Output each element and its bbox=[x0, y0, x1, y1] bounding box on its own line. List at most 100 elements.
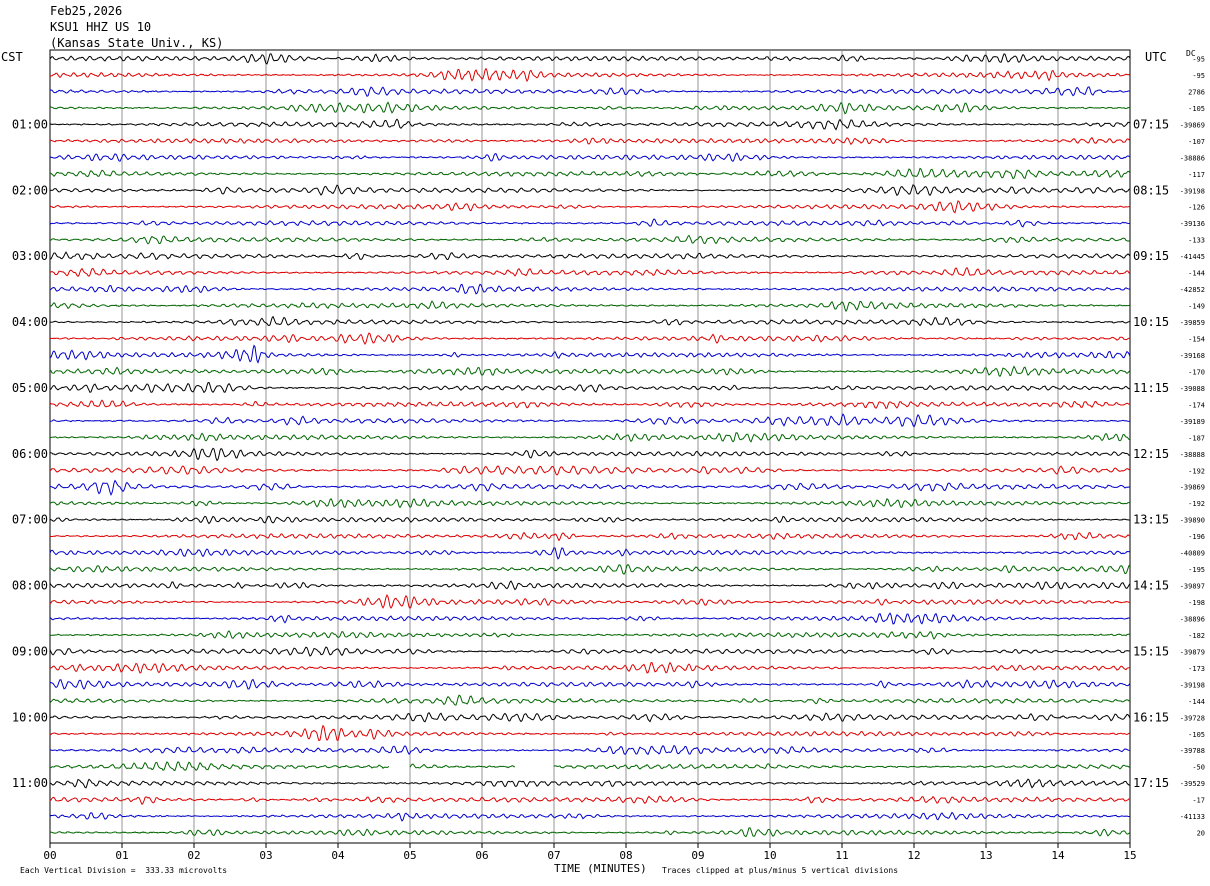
dc-offset-label: -39879 bbox=[1180, 648, 1205, 656]
grid bbox=[49, 49, 1131, 848]
dc-offset-label: -195 bbox=[1188, 566, 1205, 574]
dc-offset-label: -38896 bbox=[1180, 615, 1205, 623]
trace-row bbox=[49, 399, 1131, 409]
left-timezone-label: CST bbox=[1, 50, 23, 64]
left-hour-label: 07:00 bbox=[12, 513, 48, 527]
dc-offset-label: -144 bbox=[1188, 270, 1205, 278]
trace-row bbox=[49, 630, 1131, 640]
right-timezone-label: UTC bbox=[1145, 50, 1167, 64]
trace-row bbox=[49, 612, 1131, 625]
right-hour-label: 17:15 bbox=[1133, 776, 1169, 790]
dc-offset-label: -182 bbox=[1188, 632, 1205, 640]
trace-row bbox=[49, 283, 1131, 295]
trace-row bbox=[49, 381, 1131, 394]
dc-offset-label: -149 bbox=[1188, 303, 1205, 311]
dc-label: DC bbox=[1186, 49, 1196, 58]
dc-offset-label: -38886 bbox=[1180, 154, 1205, 162]
trace-row bbox=[49, 152, 1131, 162]
dc-offset-label: 2786 bbox=[1188, 88, 1205, 96]
dc-offset-label: -170 bbox=[1188, 368, 1205, 376]
left-hour-label: 03:00 bbox=[12, 249, 48, 263]
left-hour-label: 11:00 bbox=[12, 776, 48, 790]
dc-offset-label: -39088 bbox=[1180, 385, 1205, 393]
dc-offset-label: -192 bbox=[1188, 500, 1205, 508]
trace-row bbox=[49, 498, 1131, 509]
footer-clip-note: Traces clipped at plus/minus 5 vertical … bbox=[662, 866, 899, 875]
trace-row bbox=[49, 694, 1131, 706]
trace-row bbox=[49, 678, 1131, 690]
x-tick-label: 04 bbox=[331, 849, 345, 862]
label-layer: 00 01 02 03 04 05 06 07 08 09 10 11 12 13 14 15 -95 -95 27… bbox=[12, 56, 1205, 863]
x-tick-label: 01 bbox=[115, 849, 128, 862]
right-hour-label: 16:15 bbox=[1133, 710, 1169, 724]
dc-offset-label: -39198 bbox=[1180, 187, 1205, 195]
trace-row bbox=[49, 531, 1131, 542]
x-tick-label: 07 bbox=[547, 849, 560, 862]
trace-row bbox=[49, 580, 1131, 591]
dc-offset-label: -39529 bbox=[1180, 780, 1205, 788]
trace-row bbox=[49, 234, 1131, 245]
trace-row bbox=[49, 332, 1131, 346]
trace-row bbox=[49, 515, 1131, 525]
trace-row bbox=[49, 479, 1131, 497]
dc-offset-label: -144 bbox=[1188, 698, 1205, 706]
dc-offset-label: -39168 bbox=[1180, 352, 1205, 360]
dc-offset-label: -198 bbox=[1188, 599, 1205, 607]
dc-offset-label: -105 bbox=[1188, 105, 1205, 113]
left-hour-label: 08:00 bbox=[12, 579, 48, 593]
dc-offset-label: -39198 bbox=[1180, 681, 1205, 689]
trace-row bbox=[49, 218, 1131, 228]
dc-offset-label: -107 bbox=[1188, 138, 1205, 146]
dc-offset-label: -196 bbox=[1188, 533, 1205, 541]
station-label: KSU1 HHZ US 10 bbox=[50, 20, 152, 34]
trace-row bbox=[49, 167, 1131, 180]
trace-row bbox=[49, 646, 1131, 657]
trace-row bbox=[49, 118, 1131, 131]
dc-offset-label: -42852 bbox=[1180, 286, 1205, 294]
dc-offset-label: -17 bbox=[1192, 797, 1205, 805]
dc-offset-label: -39189 bbox=[1180, 418, 1205, 426]
dc-offset-label: 20 bbox=[1197, 830, 1205, 838]
x-tick-label: 10 bbox=[763, 849, 776, 862]
trace-row bbox=[49, 184, 1131, 197]
dc-offset-label: -187 bbox=[1188, 434, 1205, 442]
trace-row bbox=[49, 344, 1131, 364]
plot-frame bbox=[49, 49, 1131, 844]
dc-offset-label: -39728 bbox=[1180, 714, 1205, 722]
trace-row bbox=[49, 200, 1131, 214]
dc-offset-label: -192 bbox=[1188, 467, 1205, 475]
trace-layer bbox=[49, 53, 1131, 838]
left-hour-label: 02:00 bbox=[12, 183, 48, 197]
left-hour-label: 05:00 bbox=[12, 381, 48, 395]
dc-offset-label: -39897 bbox=[1180, 583, 1205, 591]
dc-offset-label: -40809 bbox=[1180, 550, 1205, 558]
dc-offset-label: -41445 bbox=[1180, 253, 1205, 261]
trace-row bbox=[49, 724, 1131, 742]
dc-offset-label: -117 bbox=[1188, 171, 1205, 179]
dc-offset-label: -105 bbox=[1188, 731, 1205, 739]
right-hour-label: 12:15 bbox=[1133, 447, 1169, 461]
trace-row bbox=[49, 413, 1131, 428]
right-hour-label: 11:15 bbox=[1133, 381, 1169, 395]
trace-row bbox=[49, 365, 1131, 378]
trace-row bbox=[49, 661, 1131, 674]
x-axis-label: TIME (MINUTES) bbox=[554, 862, 647, 875]
trace-row bbox=[49, 547, 1131, 560]
dc-offset-label: -38888 bbox=[1180, 451, 1205, 459]
left-hour-label: 04:00 bbox=[12, 315, 48, 329]
trace-row bbox=[49, 315, 1131, 327]
right-hour-label: 13:15 bbox=[1133, 513, 1169, 527]
trace-row bbox=[49, 136, 1131, 146]
right-hour-label: 10:15 bbox=[1133, 315, 1169, 329]
trace-row bbox=[49, 711, 1131, 723]
dc-offset-label: -95 bbox=[1192, 56, 1205, 64]
trace-row bbox=[49, 447, 1131, 462]
dc-offset-label: -126 bbox=[1188, 204, 1205, 212]
dc-offset-label: -39788 bbox=[1180, 747, 1205, 755]
right-hour-label: 14:15 bbox=[1133, 579, 1169, 593]
footer-scale-note: Each Vertical Division = 333.33 microvol… bbox=[20, 866, 228, 875]
trace-row bbox=[49, 465, 1131, 476]
x-tick-label: 13 bbox=[979, 849, 992, 862]
trace-row bbox=[49, 67, 1131, 83]
dc-offset-label: -174 bbox=[1188, 401, 1205, 409]
